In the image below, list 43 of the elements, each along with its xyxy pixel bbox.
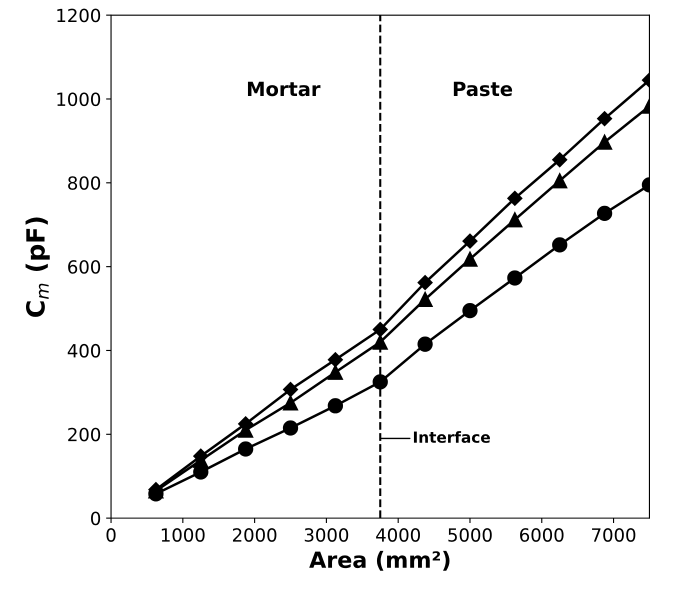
point	[282, 382, 298, 398]
x-tick-label: 3000	[304, 528, 348, 542]
x-tick-label: 0	[106, 528, 116, 542]
point	[282, 420, 298, 436]
y-axis-title: C$_{m}$ (pF)	[26, 217, 50, 317]
point	[417, 292, 433, 307]
y-tick-label: 200	[68, 428, 100, 442]
point	[328, 352, 343, 368]
point	[328, 364, 344, 380]
point	[462, 251, 478, 267]
point	[238, 441, 254, 457]
x-tick-label: 6000	[520, 528, 564, 542]
x-tick-label: 2000	[232, 528, 276, 542]
point	[282, 395, 298, 411]
point	[417, 336, 433, 352]
x-tick-label: 7000	[592, 528, 636, 542]
point	[596, 206, 612, 222]
y-tick-label: 800	[68, 176, 100, 190]
x-tick-label: 5000	[448, 528, 492, 542]
point	[507, 190, 522, 206]
point	[507, 212, 522, 228]
point	[552, 173, 568, 188]
annotation: Interface	[414, 431, 490, 443]
y-tick-label: 1000	[57, 92, 100, 106]
y-tick-label: 600	[68, 260, 100, 274]
point	[552, 237, 568, 252]
point	[507, 270, 522, 286]
x-tick-label: 4000	[376, 528, 420, 542]
y-tick-label: 0	[91, 512, 100, 526]
x-axis-title: Area (mm²)	[309, 550, 450, 571]
point	[462, 234, 478, 249]
y-tick-label: 400	[68, 344, 100, 358]
point	[596, 134, 612, 150]
point	[597, 111, 612, 126]
point	[418, 275, 433, 290]
point	[328, 398, 344, 414]
annotation: Paste	[454, 82, 512, 96]
point	[462, 303, 478, 318]
point	[552, 152, 568, 168]
annotation: Mortar	[248, 82, 320, 96]
point	[372, 374, 388, 390]
y-tick-label: 1200	[57, 8, 100, 22]
x-tick-label: 1000	[162, 528, 205, 542]
